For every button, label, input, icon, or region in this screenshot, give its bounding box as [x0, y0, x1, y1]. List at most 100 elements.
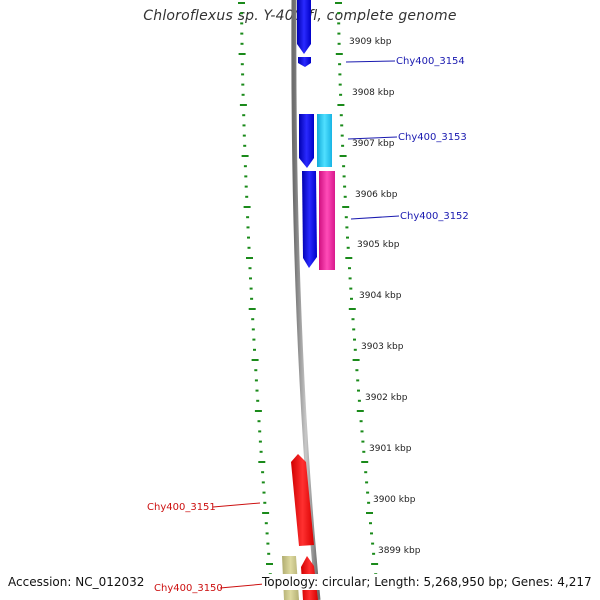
- minor-tick: [351, 318, 355, 321]
- minor-tick: [259, 450, 263, 453]
- major-tick: [366, 512, 373, 514]
- gene-label-chy400-3152[interactable]: Chy400_3152: [400, 211, 469, 222]
- minor-tick: [337, 12, 341, 15]
- major-tick: [239, 104, 247, 106]
- minor-tick: [350, 297, 353, 300]
- gene-arrow-chy400-3154[interactable]: [298, 57, 311, 67]
- minor-tick: [355, 369, 359, 372]
- minor-tick: [244, 175, 248, 178]
- gene-arrow-chy400-3153[interactable]: [317, 114, 332, 167]
- scale-label-3900: 3900 kbp: [373, 495, 416, 505]
- scale-label-3907: 3907 kbp: [352, 139, 395, 149]
- scale-label-3904: 3904 kbp: [359, 291, 402, 301]
- gene-label-chy400-3151[interactable]: Chy400_3151: [147, 502, 216, 513]
- minor-tick: [262, 491, 266, 494]
- minor-tick: [338, 73, 342, 76]
- scale-label-3905: 3905 kbp: [357, 240, 400, 250]
- minor-tick: [241, 83, 245, 86]
- minor-tick: [267, 552, 271, 555]
- minor-tick: [357, 389, 360, 392]
- minor-tick: [254, 379, 258, 382]
- major-tick: [342, 206, 350, 208]
- minor-tick: [244, 185, 248, 188]
- gene-label-chy400-3150[interactable]: Chy400_3150: [154, 583, 223, 594]
- major-tick: [258, 461, 266, 463]
- scale-label-3909: 3909 kbp: [349, 37, 392, 47]
- gene-arrow-top[interactable]: [297, 0, 311, 54]
- gene-arrow-chy400-3152[interactable]: [319, 171, 335, 270]
- major-tick: [243, 206, 251, 208]
- minor-tick: [249, 277, 252, 280]
- minor-tick: [349, 287, 353, 290]
- minor-tick: [366, 491, 370, 494]
- leader-chy400-3151: [212, 502, 261, 508]
- leader-chy400-3153: [347, 136, 398, 140]
- minor-tick: [250, 297, 254, 300]
- minor-tick: [369, 522, 372, 525]
- major-tick: [361, 461, 369, 463]
- scale-label-3903: 3903 kbp: [361, 342, 404, 352]
- gene-label-leaders: [212, 60, 400, 589]
- minor-tick: [343, 195, 347, 198]
- scale-label-3899: 3899 kbp: [378, 546, 421, 556]
- minor-tick: [353, 348, 357, 351]
- minor-tick: [245, 195, 249, 198]
- gene-arrow-chy400-3151[interactable]: [291, 454, 314, 546]
- gene-features: [282, 0, 335, 600]
- gene-arrow-chy400-3153-blue[interactable]: [299, 114, 314, 168]
- major-tick: [339, 155, 347, 157]
- minor-tick: [254, 369, 258, 372]
- minor-tick: [255, 389, 259, 392]
- gene-label-chy400-3154[interactable]: Chy400_3154: [396, 56, 465, 67]
- major-tick: [335, 2, 342, 4]
- minor-tick: [356, 379, 360, 382]
- minor-tick: [256, 399, 260, 402]
- minor-tick: [258, 430, 262, 433]
- minor-tick: [348, 277, 352, 280]
- minor-tick: [257, 420, 261, 423]
- minor-tick: [251, 328, 255, 331]
- minor-tick: [337, 32, 341, 35]
- minor-tick: [345, 226, 349, 229]
- inner-tick-track: [238, 2, 273, 576]
- minor-tick: [343, 185, 347, 188]
- minor-tick: [240, 32, 244, 35]
- minor-tick: [365, 481, 369, 484]
- minor-tick: [341, 144, 345, 147]
- minor-tick: [240, 12, 244, 15]
- major-tick: [248, 308, 256, 310]
- minor-tick: [246, 226, 250, 229]
- minor-tick: [253, 348, 256, 351]
- major-tick: [238, 2, 245, 4]
- minor-tick: [240, 22, 244, 25]
- leader-chy400-3152: [350, 215, 400, 220]
- accession-text: Accession: NC_012032: [8, 574, 145, 590]
- gene-label-chy400-3153[interactable]: Chy400_3153: [398, 132, 467, 143]
- leader-chy400-3154: [345, 60, 396, 63]
- major-tick: [241, 155, 249, 157]
- minor-tick: [346, 236, 349, 239]
- major-tick: [251, 359, 259, 361]
- minor-tick: [361, 440, 365, 443]
- minor-tick: [352, 328, 356, 331]
- minor-tick: [337, 22, 341, 25]
- major-tick: [262, 512, 270, 514]
- minor-tick: [248, 267, 252, 270]
- minor-tick: [240, 42, 244, 45]
- major-tick: [254, 410, 262, 412]
- scale-labels: 3909 kbp 3908 kbp 3907 kbp 3906 kbp 3905…: [349, 37, 421, 556]
- minor-tick: [243, 165, 247, 168]
- minor-tick: [241, 93, 245, 96]
- gene-arrow-chy400-3152-blue[interactable]: [302, 171, 317, 268]
- major-tick: [345, 257, 353, 259]
- minor-tick: [371, 542, 375, 545]
- minor-tick: [338, 63, 342, 66]
- minor-tick: [266, 542, 270, 545]
- minor-tick: [339, 114, 343, 117]
- minor-tick: [340, 124, 344, 127]
- minor-tick: [261, 471, 265, 474]
- leader-chy400-3150: [219, 583, 265, 589]
- minor-tick: [242, 124, 246, 127]
- major-tick: [337, 104, 345, 106]
